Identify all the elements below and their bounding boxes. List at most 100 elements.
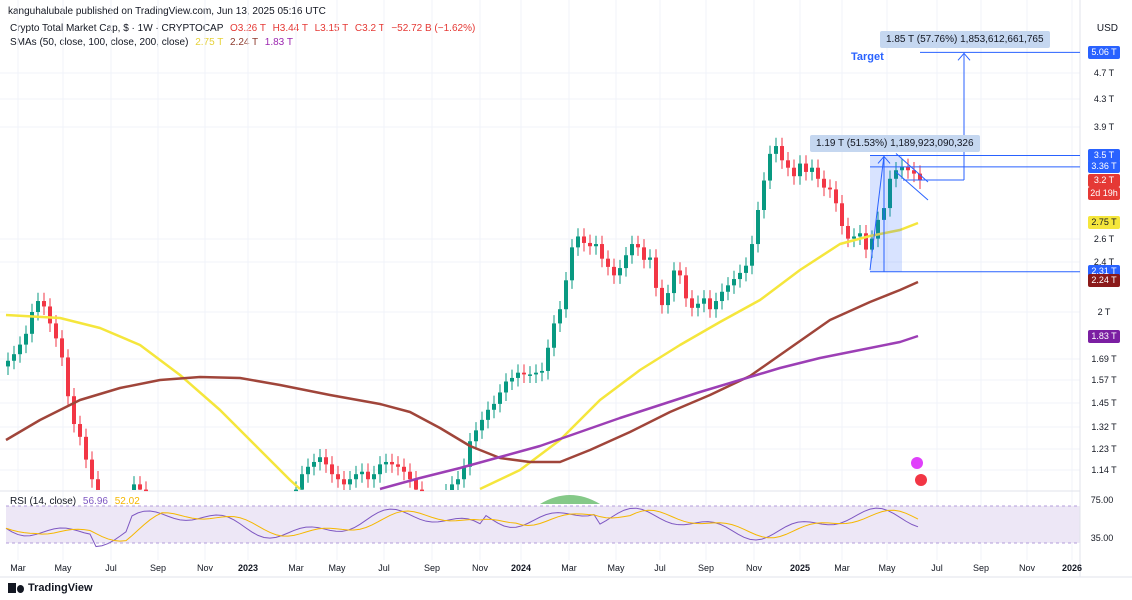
x-tick-label: Sep [424,563,440,573]
candle-body [594,244,598,247]
price-axis-label: 2d 19h [1088,187,1120,201]
candle-body [30,312,34,334]
candle-body [774,146,778,154]
rsi-value: 56.96 [82,496,108,507]
rsi-title: RSI (14, close) [10,496,77,507]
x-tick-label: Sep [698,563,714,573]
candle-body [324,457,328,465]
candle-body [720,291,724,302]
candle-body [678,270,682,276]
candle-body [642,247,646,260]
candle-body [354,474,358,480]
x-tick-label: May [607,563,625,573]
candle-body [732,279,736,286]
candle-body [654,257,658,288]
sma100-value: 2.24 T [229,37,258,48]
tradingview-brand[interactable]: TradingView [8,582,93,594]
candle-body [450,484,454,490]
candle-body [660,287,664,306]
candle-body [468,441,472,467]
y-tick-label: 1.14 T [1091,465,1117,475]
candle-body [630,244,634,256]
candle-body [312,461,316,467]
candle-body [852,236,856,239]
x-tick-label: Jul [105,563,117,573]
sma-lines [5,221,919,491]
measure-box-top[interactable]: 1.85 T (57.76%) 1,853,612,661,765 [880,31,1050,48]
candle-body [42,301,46,307]
candle-body [132,484,136,490]
candle-body [894,170,898,179]
candle-body [366,471,370,480]
rsi-axis: 75.00 35.00 [1091,495,1114,543]
candle-body [612,266,616,276]
candle-body [600,244,604,259]
symbol-title: Crypto Total Market Cap, $ · 1W · CRYPTO… [10,23,224,34]
candle-body [336,474,340,480]
candle-body [528,374,532,376]
sma-legend: SMAs (50, close, 100, close, 200, close)… [10,37,293,48]
candle-body [474,430,478,442]
candle-body [912,170,916,174]
candle-body [6,360,10,367]
candle-body [540,370,544,373]
y-tick-label: 4.3 T [1094,94,1115,104]
price-axis-label: 3.2 T [1088,174,1120,188]
candle-body [606,258,610,267]
candle-body [552,323,556,348]
sma-title: SMAs (50, close, 100, close, 200, close) [10,37,189,48]
candle-body [402,466,406,472]
brand-name: TradingView [28,582,93,594]
high-value: H3.44 T [272,23,308,34]
y-tick-label: 1.23 T [1091,444,1117,454]
candle-body [396,464,400,467]
candle-body [690,298,694,308]
candle-body [798,163,802,177]
candle-body [786,160,790,168]
y-tick-label: 4.7 T [1094,68,1115,78]
candle-body [384,461,388,465]
measure-box-mid[interactable]: 1.19 T (51.53%) 1,189,923,090,326 [810,135,980,152]
candle-body [138,484,142,490]
candle-body [60,338,64,358]
sma200-line [379,334,919,491]
candle-body [684,275,688,299]
candle-body [618,268,622,276]
drawing-tools [869,51,1080,486]
candle-body [360,471,364,475]
candle-body [576,236,580,248]
candle-body [708,298,712,310]
candle-body [780,146,784,161]
candle-body [96,479,100,490]
candle-body [36,301,40,312]
x-tick-label: Mar [10,563,26,573]
candle-body [828,187,832,190]
x-tick-label: Jul [654,563,666,573]
y-tick-label: 1.45 T [1091,398,1117,408]
candle-body [318,457,322,462]
x-tick-label: 2023 [238,563,258,573]
candle-body [408,471,412,480]
currency-label: USD [1096,23,1118,34]
candle-body [456,479,460,485]
x-tick-label: May [54,563,72,573]
sma200-value: 1.83 T [264,37,293,48]
candle-body [72,396,76,425]
price-axis-label: 3.36 T [1088,160,1120,174]
candle-body [750,244,754,266]
x-tick-label: May [328,563,346,573]
candle-body [864,233,868,250]
y-tick-label: 1.57 T [1091,375,1117,385]
candle-body [372,474,376,480]
candle-body [300,474,304,490]
rsi-tick-label: 75.00 [1091,495,1114,505]
price-axis-label: 2.24 T [1088,273,1120,287]
candle-body [726,285,730,292]
candle-body [510,377,514,382]
sma50-line [5,313,301,490]
price-axis-label: 5.06 T [1088,45,1120,59]
x-axis: Mar May Jul Sep Nov 2023 Mar May Jul Sep Nov 2024 Ma… [10,563,1082,573]
candle-body [804,163,808,172]
y-axis: 4.7 T 4.3 T 3.9 T 2.6 T 2.4 T 2 T 1.69 T 1.57 T… [1091,68,1117,475]
